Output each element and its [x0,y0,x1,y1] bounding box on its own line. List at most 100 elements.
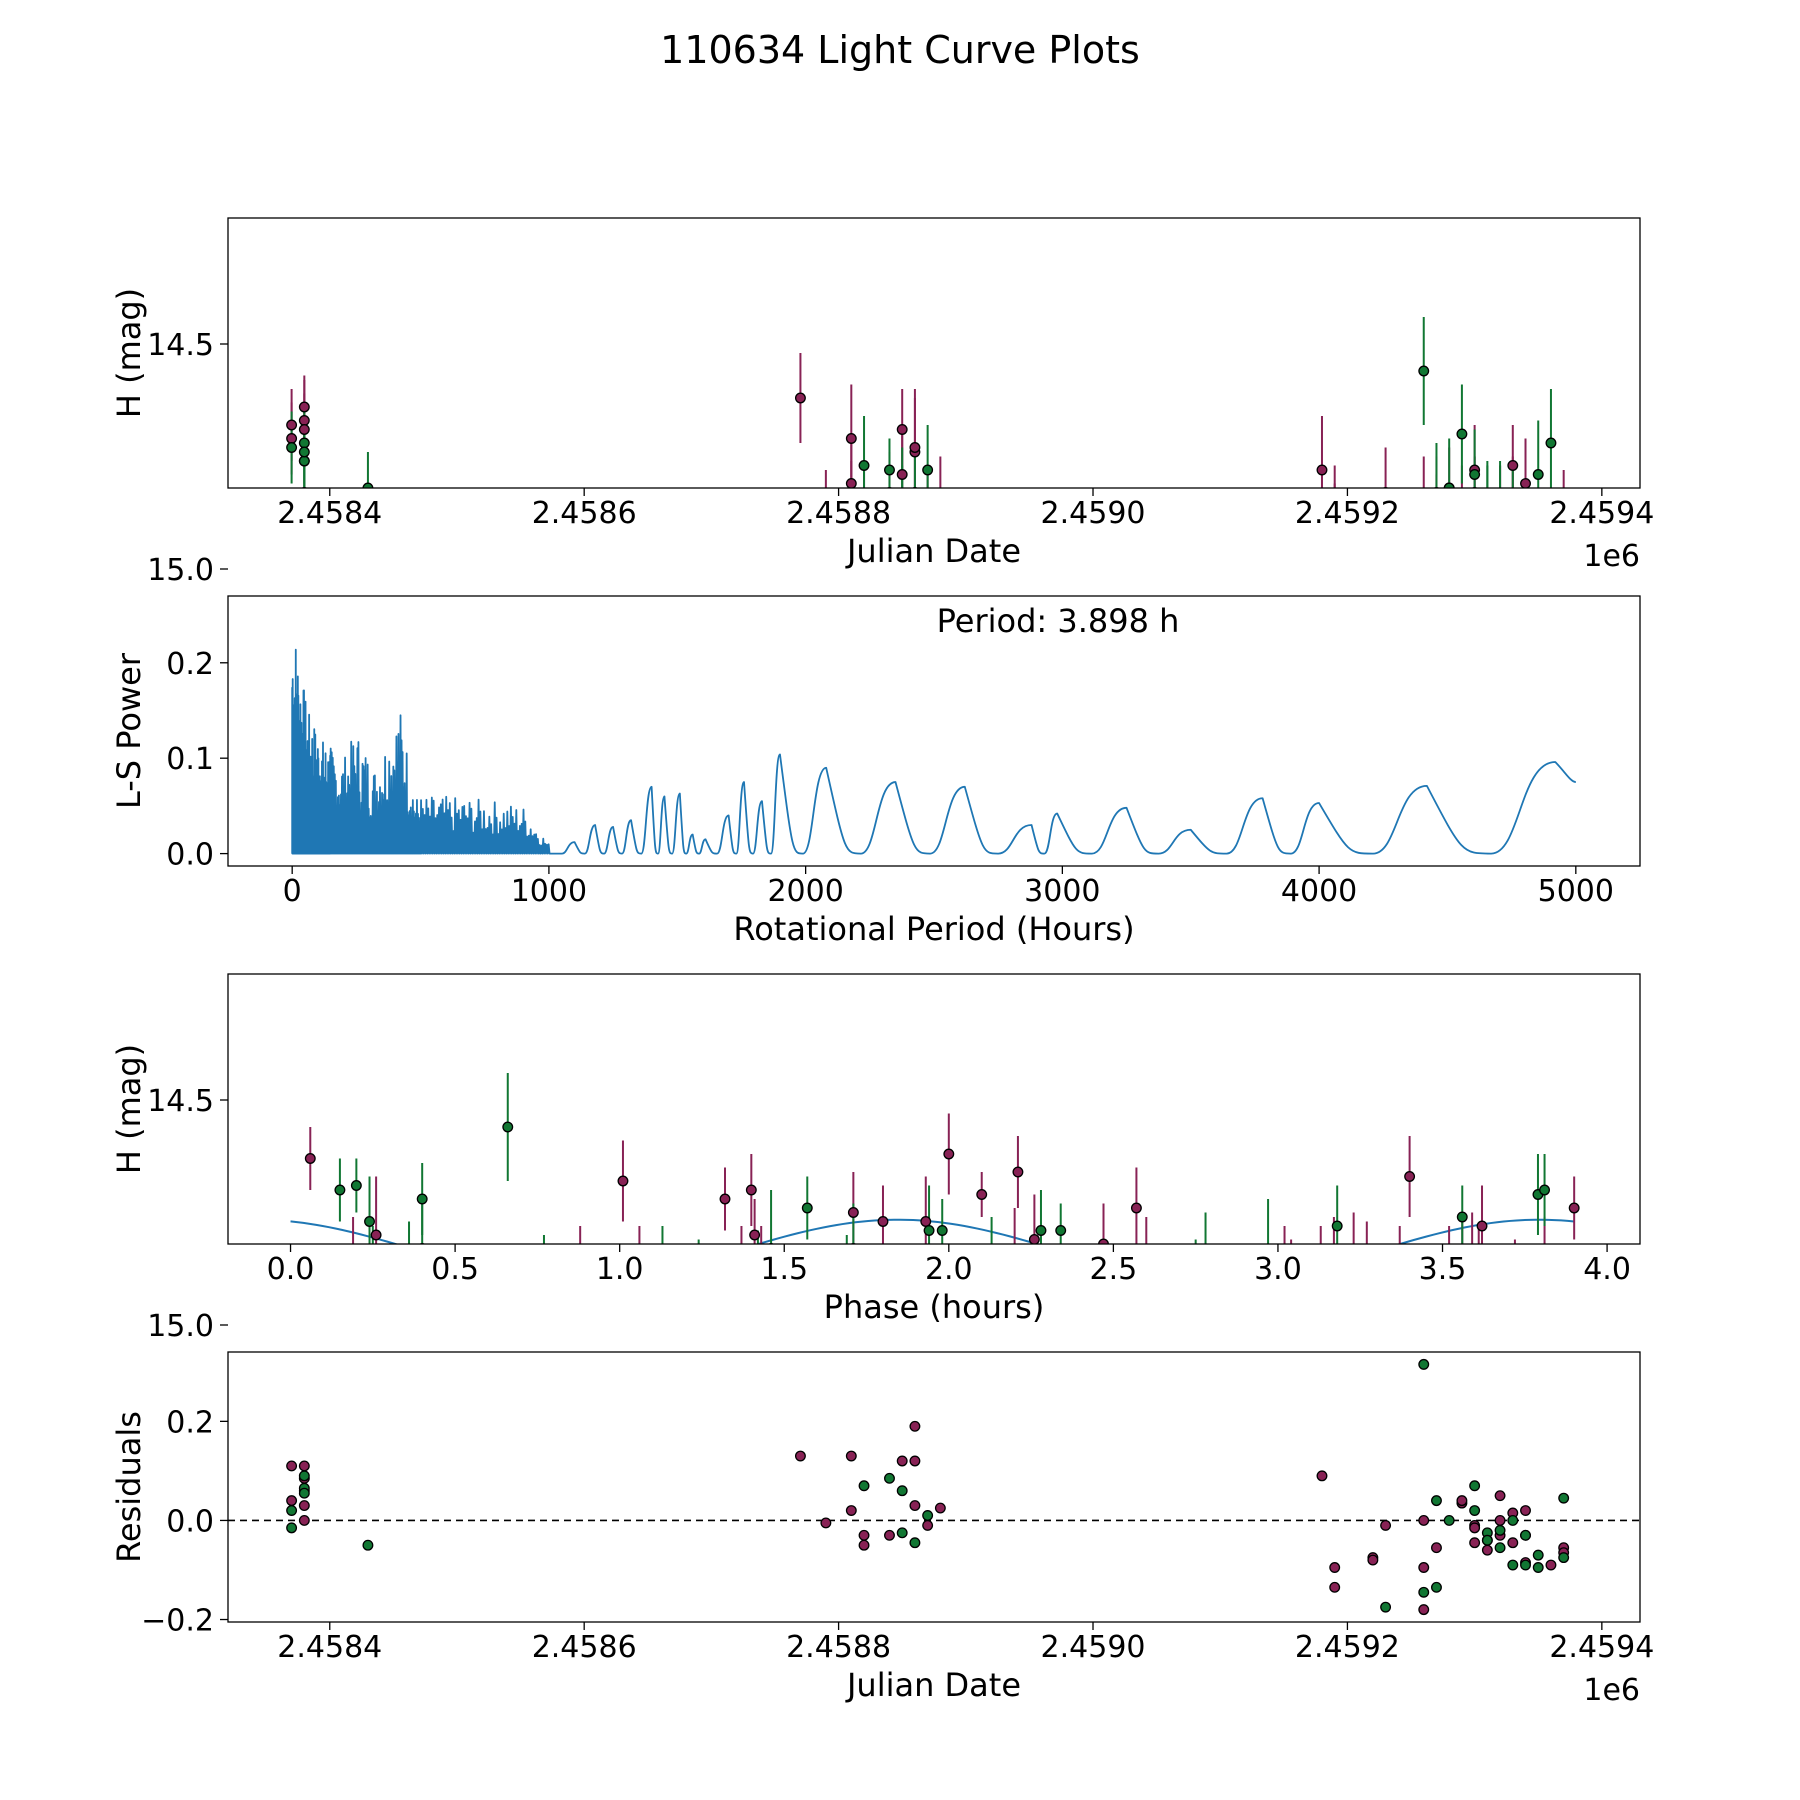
lightcurve-xtick-label: 2.4590 [1041,496,1146,531]
residuals-point-green [298,1487,310,1499]
lightcurve-point-magenta [298,424,310,435]
periodogram-ytick-label: 0.1 [166,742,214,777]
phased-ytick-label: 14.5 [147,1084,214,1119]
periodogram-xtick-label: 0 [283,874,302,909]
lightcurve-xtick-label: 2.4588 [786,496,891,531]
residuals-xtick-label: 2.4586 [532,1630,637,1665]
residuals-point-magenta [845,1505,857,1516]
lightcurve-xlabel: Julian Date [845,532,1021,570]
lightcurve-point-magenta [896,469,908,480]
residuals-point-green [1418,1586,1430,1598]
phased-point-green [1191,1280,1201,1290]
phased-point-magenta [1028,1234,1040,1244]
phased-point-green [936,1225,948,1236]
residuals-ytick-label: −0.2 [141,1604,214,1639]
residuals-point-magenta [1431,1542,1442,1554]
residuals-point-magenta [1507,1537,1519,1549]
lightcurve-point-magenta [1521,515,1531,525]
lightcurve-point-green [858,460,870,471]
lightcurve-point-magenta [1419,582,1429,592]
residuals-point-green [1431,1495,1442,1507]
period-annotation: Period: 3.898 h [937,602,1180,640]
phased-point-magenta [582,1307,592,1317]
phased-point-green [923,1225,935,1236]
residuals-point-magenta [1456,1495,1468,1507]
phased-point-green [1211,1302,1221,1312]
residuals-point-magenta [298,1514,310,1526]
phased-point-magenta [745,1184,757,1196]
lightcurve-point-green [1521,537,1531,547]
residuals-point-magenta [1367,1554,1379,1566]
phased-point-magenta [1568,1202,1580,1214]
phased-point-green [842,1262,852,1272]
phased-point-magenta [1130,1202,1142,1214]
lightcurve-point-green [1559,546,1569,556]
periodogram-xtick-label: 5000 [1538,874,1614,909]
residuals-point-green [362,1539,374,1551]
phased-point-green [850,1243,857,1244]
residuals-ylabel: Residuals [110,1411,148,1563]
phased-point-green [1079,1307,1089,1317]
phased-point-magenta [1510,1280,1520,1290]
lightcurve-point-green [362,482,374,488]
residuals-point-magenta [1545,1559,1557,1571]
phased-point-green [368,1262,378,1272]
lightcurve-xtick-label: 2.4586 [532,496,637,531]
residuals-point-magenta [298,1500,310,1512]
phased-point-magenta [920,1216,932,1227]
phased-point-magenta [737,1266,747,1276]
lightcurve-point-green [1545,437,1557,449]
residuals-point-green [1532,1562,1544,1573]
residuals-xtick-label: 2.4590 [1041,1630,1146,1665]
phased-point-green [1055,1225,1067,1236]
lightcurve-point-magenta [896,424,908,435]
lightcurve-point-magenta [1495,501,1505,511]
residuals-point-magenta [298,1460,310,1472]
phased-xtick-label: 1.5 [760,1252,808,1287]
phased-panel: 0.0 0.5 1.0 1.5 2.0 2.5 3.0 3.5 4.0 15.0 14.5 Phase… [110,973,1641,1344]
lightcurve-xtick-label: 2.4594 [1549,496,1654,531]
phased-point-magenta [575,1275,585,1285]
residuals-point-magenta [286,1495,298,1507]
lightcurve-point-magenta [1508,497,1518,507]
phased-point-green [1331,1220,1343,1232]
phased-point-green [658,1253,668,1263]
lightcurve-point-green [1443,482,1455,488]
lightcurve-point-green [1432,492,1442,502]
residuals-point-magenta [909,1420,921,1432]
phased-point-magenta [559,1289,569,1299]
residuals-point-green [909,1537,921,1549]
lightcurve-point-magenta [1433,487,1440,488]
lightcurve-point-green [298,446,310,458]
periodogram-ytick-label: 0.0 [166,838,214,873]
residuals-point-magenta [1418,1514,1430,1526]
phased-model-curve [290,1218,1575,1244]
residuals-point-green [1494,1524,1506,1536]
phased-point-green [1197,1298,1207,1308]
residuals-point-magenta [1469,1537,1481,1549]
residuals-point-green [1520,1529,1531,1541]
periodogram-xlabel: Rotational Period (Hours) [733,910,1134,948]
phased-point-magenta [1012,1166,1024,1178]
residuals-point-green [1507,1514,1519,1526]
lightcurve-point-green [884,464,895,476]
residuals-point-magenta [858,1539,870,1551]
lightcurve-point-green [1483,501,1493,511]
lightcurve-point-green [1532,469,1544,480]
lightcurve-point-magenta [1368,551,1378,561]
periodogram-frame [227,595,1641,867]
lightcurve-ytick-label: 14.5 [147,328,214,363]
phased-point-green [694,1266,704,1276]
lightcurve-point-magenta [1419,542,1429,552]
phased-xtick-label: 0.5 [431,1252,479,1287]
lightcurve-panel: 2.4584 2.4586 2.4588 2.4590 2.4592 2.4594 15.0… [110,217,1654,592]
residuals-point-green [1532,1549,1544,1561]
phased-xtick-label: 3.5 [1419,1252,1467,1287]
phased-ylabel: H (mag) [110,1044,148,1174]
phased-point-magenta [1395,1266,1405,1276]
lightcurve-point-magenta [936,497,946,507]
phased-point-magenta [1349,1257,1359,1267]
phased-point-green [1456,1211,1468,1223]
phased-point-green [539,1262,549,1272]
phased-point-magenta [1263,1289,1273,1299]
